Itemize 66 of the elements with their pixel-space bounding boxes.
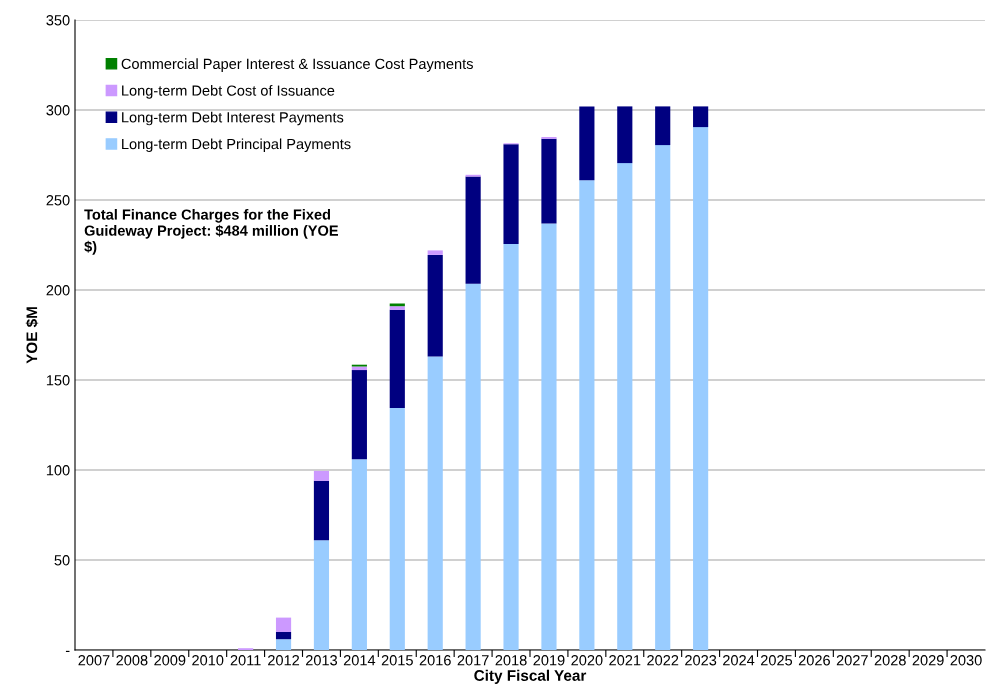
bar <box>389 407 405 650</box>
y-tick-label: 300 <box>46 105 70 116</box>
legend-label: Long-term Debt Principal Payments <box>122 138 351 153</box>
x-tick-label: 2016 <box>419 655 451 666</box>
x-tick-label: 2028 <box>874 655 906 666</box>
x-axis-title: City Fiscal Year <box>474 669 587 684</box>
x-tick-label: 2023 <box>685 655 717 666</box>
y-tick-label: 250 <box>46 195 70 206</box>
bar <box>351 459 367 650</box>
bar <box>275 632 292 640</box>
x-tick-label: 2025 <box>760 655 793 666</box>
x-tick-label: 2015 <box>381 655 413 666</box>
x-tick-label: 2010 <box>192 655 224 666</box>
y-tick-label: 350 <box>46 15 70 26</box>
bar <box>579 106 595 181</box>
bar <box>275 639 292 650</box>
bar <box>655 106 671 146</box>
x-tick-label: 2029 <box>912 655 944 666</box>
y-tick-label: 200 <box>46 285 70 296</box>
bar <box>541 223 557 650</box>
bar <box>693 127 709 650</box>
bar <box>465 176 481 284</box>
x-tick-label: 2024 <box>723 655 755 666</box>
y-tick-label: 100 <box>46 465 70 476</box>
bar <box>313 480 330 541</box>
x-tick-label: 2021 <box>609 655 641 666</box>
bar <box>503 144 519 245</box>
x-tick-label: 2009 <box>154 655 186 666</box>
x-tick-label: 2011 <box>230 655 261 666</box>
y-tick-label: 50 <box>54 555 70 566</box>
x-tick-label: 2007 <box>78 655 110 666</box>
legend-label: Long-term Debt Cost of Issuance <box>122 85 335 99</box>
y-axis-title: YOE $M <box>25 307 39 364</box>
bar <box>503 244 519 650</box>
y-tick-label: - <box>65 650 70 652</box>
bar <box>579 180 595 650</box>
x-tick-label: 2008 <box>116 655 148 666</box>
bar <box>617 106 633 164</box>
bar <box>465 283 481 650</box>
x-tick-label: 2012 <box>268 655 300 666</box>
x-tick-label: 2020 <box>571 655 603 666</box>
bar <box>427 254 443 357</box>
x-tick-label: 2030 <box>950 655 982 666</box>
bar <box>655 145 671 650</box>
bar <box>541 138 557 224</box>
x-tick-label: 2026 <box>798 655 830 666</box>
bar <box>693 106 709 128</box>
bar <box>389 309 405 408</box>
x-tick-label: 2018 <box>495 655 527 666</box>
bar <box>351 370 367 460</box>
legend-label: Commercial Paper Interest & Issuance Cost Payments <box>121 58 473 72</box>
legend-label: Long-term Debt Interest Payments <box>122 111 344 126</box>
bar <box>313 540 330 650</box>
x-tick-label: 2019 <box>533 655 565 666</box>
bar <box>313 470 330 481</box>
annotation: Total Finance Charges for the Fixed Guideway Project: $484 million (YOE $) <box>84 209 339 255</box>
x-tick-label: 2027 <box>836 655 868 666</box>
bar <box>275 617 292 632</box>
x-tick-label: 2017 <box>457 655 489 666</box>
bar <box>427 250 443 255</box>
bar <box>617 163 633 650</box>
bar <box>427 356 443 650</box>
x-tick-label: 2014 <box>343 655 376 666</box>
x-tick-label: 2013 <box>305 655 338 666</box>
y-tick-label: 150 <box>46 375 70 386</box>
x-tick-label: 2022 <box>647 655 679 666</box>
